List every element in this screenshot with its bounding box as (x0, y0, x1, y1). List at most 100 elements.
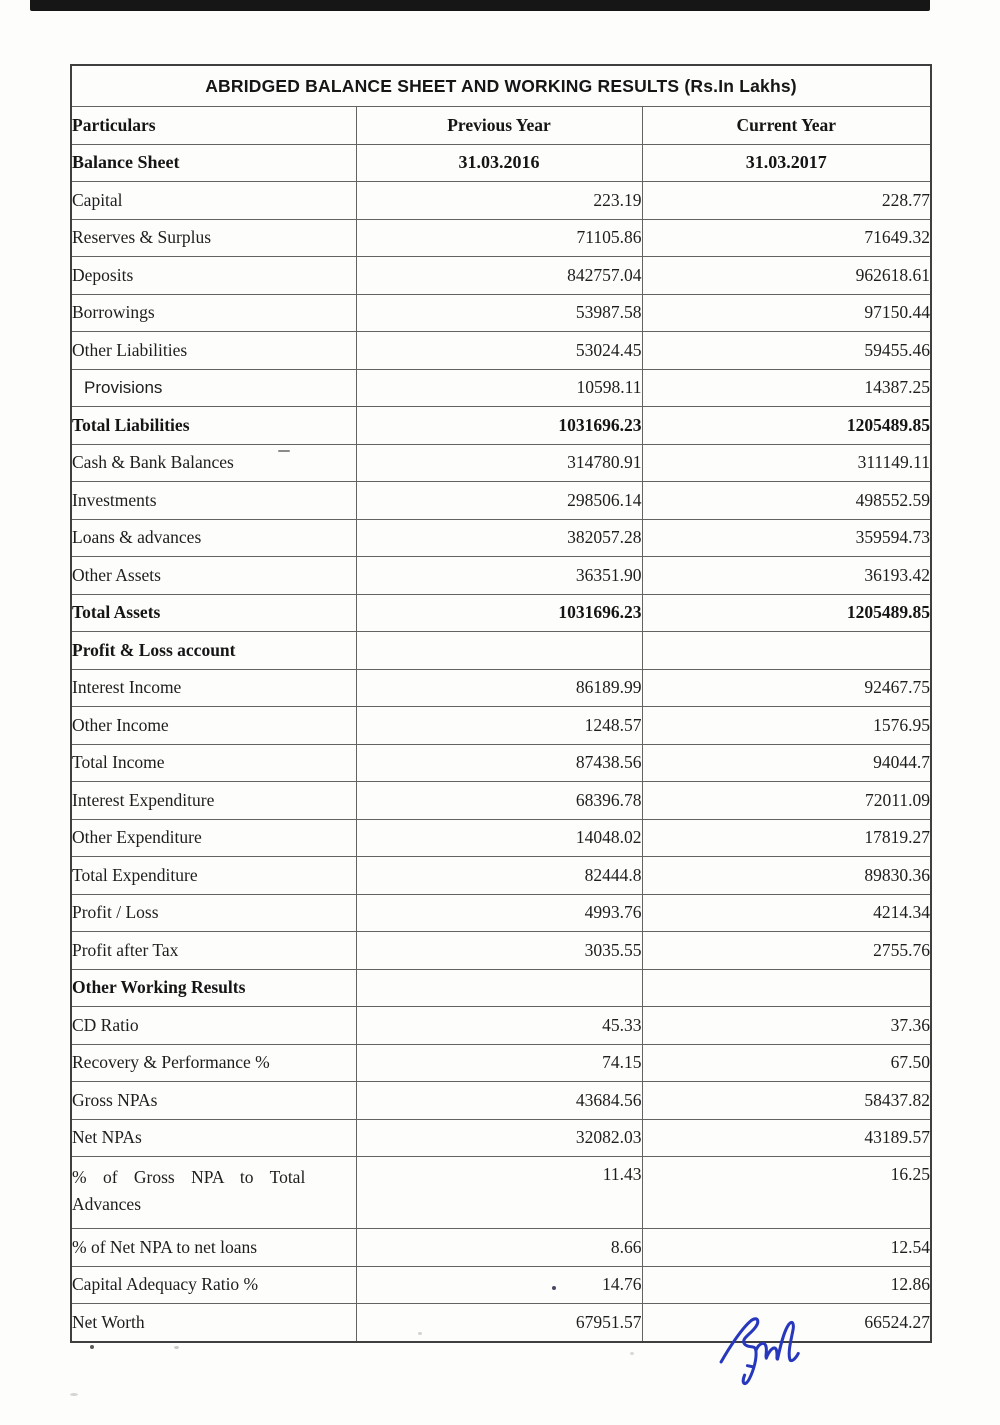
row-label: Net NPAs (70, 1118, 357, 1157)
row-label: Net Worth (70, 1303, 357, 1342)
row-current-year-value: 14387.25 (641, 368, 932, 407)
row-previous-year-value: 3035.55 (355, 931, 643, 970)
row-current-year-value: 71649.32 (641, 218, 932, 257)
table-row: Investments 298506.14 498552.59 (70, 481, 932, 520)
row-previous-year-value: 223.19 (355, 181, 643, 220)
row-current-year-value: 72011.09 (641, 781, 932, 820)
row-current-year-value: 59455.46 (641, 331, 932, 370)
table-row: % of Net NPA to net loans 8.66 12.54 (70, 1228, 932, 1267)
row-current-year-value: 67.50 (641, 1043, 932, 1082)
row-current-year-value: 66524.27 (641, 1303, 932, 1342)
row-current-year-value (641, 968, 932, 1007)
row-label: Profit / Loss (70, 893, 357, 932)
row-previous-year-value (355, 631, 643, 670)
scan-speck (552, 1286, 556, 1290)
scanner-edge-artifact (30, 0, 930, 11)
row-current-year-value: 36193.42 (641, 556, 932, 595)
row-previous-year-value: 45.33 (355, 1006, 643, 1045)
document-title: ABRIDGED BALANCE SHEET AND WORKING RESUL… (70, 64, 932, 107)
row-label: Provisions (70, 368, 357, 407)
table-row: Interest Expenditure 68396.78 72011.09 (70, 781, 932, 820)
row-current-year-value: 1205489.85 (641, 593, 932, 632)
row-current-year-value: 359594.73 (641, 518, 932, 557)
row-label: Gross NPAs (70, 1081, 357, 1120)
row-label: Interest Expenditure (70, 781, 357, 820)
table-row: Net NPAs 32082.03 43189.57 (70, 1118, 932, 1157)
row-current-year-value: 92467.75 (641, 668, 932, 707)
row-label: Balance Sheet (70, 143, 357, 182)
row-previous-year-value: 11.43 (355, 1156, 643, 1229)
scan-speck (630, 1352, 634, 1355)
table-row: Profit & Loss account (70, 631, 932, 670)
row-previous-year-value: 53024.45 (355, 331, 643, 370)
row-label: Other Working Results (70, 968, 357, 1007)
row-previous-year-value: 68396.78 (355, 781, 643, 820)
row-label: Reserves & Surplus (70, 218, 357, 257)
row-previous-year-value: 86189.99 (355, 668, 643, 707)
row-label: Borrowings (70, 293, 357, 332)
table-row: Total Liabilities 1031696.23 1205489.85 (70, 406, 932, 445)
row-label: Total Assets (70, 593, 357, 632)
row-current-year-value: 12.86 (641, 1265, 932, 1304)
column-header-particulars: Particulars (70, 106, 357, 145)
balance-sheet-table: ABRIDGED BALANCE SHEET AND WORKING RESUL… (70, 64, 933, 1343)
row-previous-year-value: 4993.76 (355, 893, 643, 932)
row-previous-year-value: 87438.56 (355, 743, 643, 782)
column-header-current-year: Current Year (641, 106, 932, 145)
scan-speck (418, 1332, 422, 1335)
row-label: CD Ratio (70, 1006, 357, 1045)
row-label: Recovery & Performance % (70, 1043, 357, 1082)
row-previous-year-value: 8.66 (355, 1228, 643, 1267)
row-current-year-value (641, 631, 932, 670)
table-row: Interest Income 86189.99 92467.75 (70, 668, 932, 707)
row-previous-year-value: 32082.03 (355, 1118, 643, 1157)
table-row: Other Assets 36351.90 36193.42 (70, 556, 932, 595)
row-label: Total Income (70, 743, 357, 782)
table-title-row: ABRIDGED BALANCE SHEET AND WORKING RESUL… (70, 64, 932, 107)
scan-speck (88, 1322, 91, 1325)
row-previous-year-value: 298506.14 (355, 481, 643, 520)
table-row: Capital 223.19 228.77 (70, 181, 932, 220)
row-label: Capital Adequacy Ratio % (70, 1265, 357, 1304)
row-current-year-value: 37.36 (641, 1006, 932, 1045)
row-current-year-value: 17819.27 (641, 818, 932, 857)
table-row: Total Assets 1031696.23 1205489.85 (70, 593, 932, 632)
row-label: % of Gross NPA to Total Advances (70, 1156, 357, 1229)
table-row: Cash & Bank Balances 314780.91 311149.11 (70, 443, 932, 482)
row-label: % of Net NPA to net loans (70, 1228, 357, 1267)
scan-speck (174, 1346, 179, 1349)
table-row: Other Income 1248.57 1576.95 (70, 706, 932, 745)
row-label: Deposits (70, 256, 357, 295)
row-previous-year-value: 1248.57 (355, 706, 643, 745)
table-row: Profit / Loss 4993.76 4214.34 (70, 893, 932, 932)
table-row: Other Working Results (70, 968, 932, 1007)
row-current-year-value: 58437.82 (641, 1081, 932, 1120)
scan-speck (90, 1345, 94, 1349)
row-previous-year-value: 1031696.23 (355, 593, 643, 632)
row-label: Profit & Loss account (70, 631, 357, 670)
table-row: Gross NPAs 43684.56 58437.82 (70, 1081, 932, 1120)
row-previous-year-value: 842757.04 (355, 256, 643, 295)
row-previous-year-value: 53987.58 (355, 293, 643, 332)
row-label: Cash & Bank Balances (70, 443, 357, 482)
row-label: Loans & advances (70, 518, 357, 557)
row-label: Total Expenditure (70, 856, 357, 895)
row-previous-year-value: 14.76 (355, 1265, 643, 1304)
row-current-year-value: 94044.7 (641, 743, 932, 782)
row-previous-year-value: 10598.11 (355, 368, 643, 407)
row-previous-year-value: 43684.56 (355, 1081, 643, 1120)
row-previous-year-value: 71105.86 (355, 218, 643, 257)
row-label: Other Assets (70, 556, 357, 595)
row-current-year-value: 4214.34 (641, 893, 932, 932)
row-label: Other Income (70, 706, 357, 745)
table-row: Other Liabilities 53024.45 59455.46 (70, 331, 932, 370)
row-previous-year-value: 14048.02 (355, 818, 643, 857)
row-label: Capital (70, 181, 357, 220)
table-row: % of Gross NPA to Total Advances 11.43 1… (70, 1156, 932, 1229)
row-previous-year-value: 314780.91 (355, 443, 643, 482)
row-current-year-value: 228.77 (641, 181, 932, 220)
row-previous-year-value: 67951.57 (355, 1303, 643, 1342)
row-previous-year-value: 82444.8 (355, 856, 643, 895)
row-previous-year-value (355, 968, 643, 1007)
